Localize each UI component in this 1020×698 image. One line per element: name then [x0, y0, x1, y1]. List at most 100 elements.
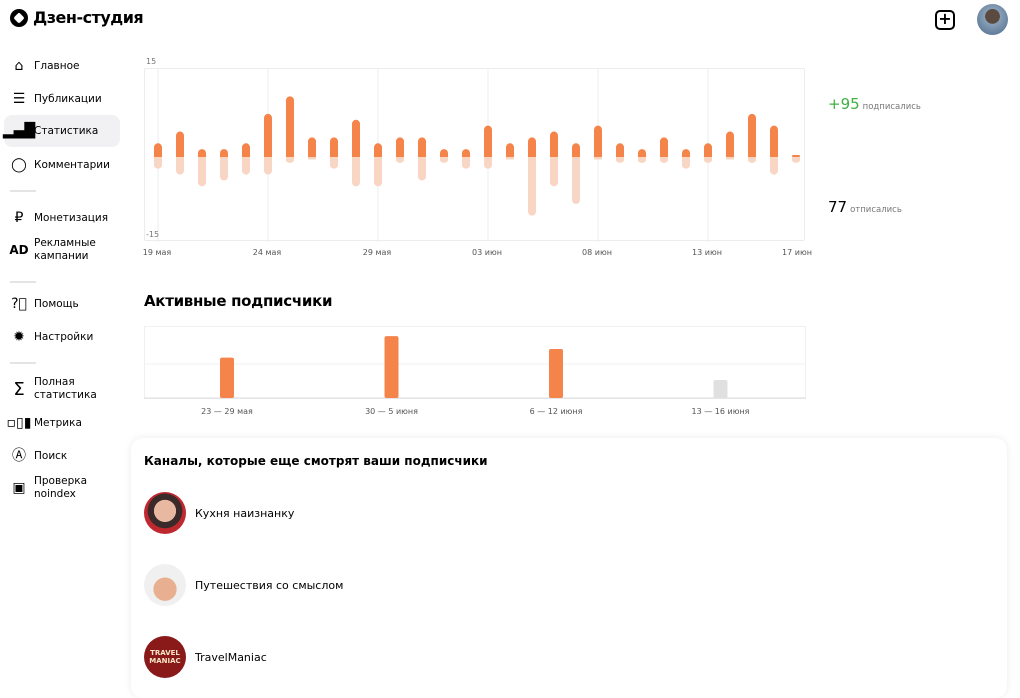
unsubscribed-bar-cap [506, 157, 514, 160]
x-tick-label: 23 — 29 мая [201, 407, 253, 416]
help-icon: ?⃝ [11, 295, 27, 312]
subscribed-bar [484, 125, 492, 157]
unsubscribed-bar-cap [550, 157, 558, 161]
subscribed-bar-base [748, 153, 756, 157]
sidebar-item-search[interactable]: Ⓐ Поиск [4, 446, 120, 466]
ruble-icon: ₽ [14, 209, 24, 226]
subscribed-bar [176, 131, 184, 157]
logo-text: TRAVEL MANIAC [149, 649, 181, 665]
subscribed-bar-base [374, 153, 382, 157]
sidebar-item-comments[interactable]: ◯ Комментарии [4, 155, 120, 175]
sidebar-item-publications[interactable]: ☰ Публикации [4, 89, 120, 109]
unsubscribed-bar [418, 157, 426, 181]
sidebar-item-noindex[interactable]: ▣ Проверка noindex [4, 474, 120, 502]
subscribed-bar-base [154, 153, 162, 157]
label: Монетизация [34, 211, 109, 224]
sidebar-item-metrika[interactable]: ▫▯▮ Метрика [4, 413, 120, 433]
unsubscribed-bar [352, 157, 360, 187]
unsubscribed-bar-cap [330, 157, 338, 161]
unsubscribed-bar [264, 157, 272, 175]
active-subscribers-title: Активные подписчики [144, 292, 333, 310]
subscribed-bar-base [660, 153, 668, 157]
user-avatar[interactable] [977, 4, 1008, 35]
x-tick-label: 24 мая [252, 248, 282, 257]
x-tick-label: 13 июн [692, 248, 722, 257]
unsubscribed-bar-cap [264, 157, 272, 161]
related-channels-title: Каналы, которые еще смотрят ваши подписч… [144, 454, 488, 468]
search-icon: Ⓐ [12, 447, 26, 464]
sidebar-item-monetization[interactable]: ₽ Монетизация [4, 208, 120, 228]
sidebar-item-ads[interactable]: AD Рекламные кампании [4, 236, 120, 264]
unsubscribed-bar [220, 157, 228, 181]
unsubscribed-bar-cap [704, 157, 712, 161]
subscribed-bar-base [572, 153, 580, 157]
unsubscribed-bar [550, 157, 558, 187]
plus-square-icon: + [938, 9, 952, 28]
unsubscribed-bar-cap [484, 157, 492, 161]
bar-chart-icon: ▂▄█ [2, 122, 36, 139]
label: Поиск [34, 449, 68, 462]
unsubscribed-bar [374, 157, 382, 187]
subscribed-bar-base [352, 153, 360, 157]
unsubscribed-bar-cap [660, 157, 668, 161]
subscribed-bar [308, 137, 316, 157]
subscribed-bar-base [726, 153, 734, 157]
label: Метрика [34, 416, 82, 429]
sidebar-item-help[interactable]: ?⃝ Помощь [4, 294, 120, 314]
unsubscribed-bar-cap [154, 157, 162, 161]
subscribed-bar-base [264, 153, 272, 157]
app-logo[interactable]: Дзен-студия [10, 8, 144, 27]
channel-avatar [144, 492, 186, 534]
channel-item[interactable]: Кухня наизнанку [144, 492, 294, 534]
sigma-icon: Σ [13, 378, 25, 400]
divider [10, 190, 36, 192]
grid-frame [144, 326, 806, 399]
sidebar-item-full-stats[interactable]: Σ Полная статистика [4, 375, 120, 403]
unsubscribed-bar-cap [528, 157, 536, 161]
subscribed-bar-base [242, 153, 250, 157]
x-tick-label: 30 — 5 июня [365, 407, 418, 416]
unsubscribed-bar-cap [682, 157, 690, 161]
subscribed-bar-base [528, 153, 536, 157]
subscribed-bar [726, 131, 734, 157]
x-tick-label: 19 мая [142, 248, 172, 257]
sidebar-item-statistics[interactable]: ▂▄█ Статистика [2, 115, 120, 147]
zen-logo-icon [10, 8, 28, 27]
unsubscribed-bar-cap [462, 157, 470, 161]
label: Настройки [34, 330, 94, 343]
unsubscribed-bar [242, 157, 250, 175]
subscribed-bar-base [616, 153, 624, 157]
subscribed-count: +95 [828, 95, 860, 113]
y-tick-label: 15 [146, 57, 157, 66]
home-icon: ⌂ [14, 57, 24, 74]
app-title: Дзен-студия [33, 8, 144, 27]
subscribed-bar-base [308, 153, 316, 157]
active-subscribers-bar [384, 336, 399, 398]
unsubscribed-bar-cap [748, 157, 756, 161]
channel-item[interactable]: TRAVEL MANIAC TravelManiac [144, 636, 267, 678]
subscribed-bar [352, 119, 360, 157]
subscribed-summary: +95 подписались [828, 95, 921, 113]
divider [10, 281, 36, 283]
subscribed-bar-base [286, 153, 294, 157]
subscribed-label: подписались [862, 102, 921, 112]
unsubscribed-bar-cap [286, 157, 294, 161]
channel-name: TravelManiac [195, 650, 267, 664]
channel-item[interactable]: Путешествия со смыслом [144, 564, 343, 606]
unsubscribed-bar-cap [440, 157, 448, 161]
add-publication-button[interactable]: + [935, 10, 955, 30]
label: Полная статистика [34, 376, 97, 401]
subscribed-bar-base [220, 153, 228, 157]
unsubscribed-bar-cap [176, 157, 184, 161]
unsubscribed-bar [528, 157, 536, 216]
unsubscribed-count: 77 [828, 198, 848, 216]
active-subscribers-chart: 23 — 29 мая 30 — 5 июня 6 — 12 июня 13 — 16… [144, 326, 806, 416]
channel-name: Путешествия со смыслом [195, 578, 344, 592]
sidebar-item-home[interactable]: ⌂ Главное [4, 56, 120, 76]
unsubscribed-bar-cap [726, 157, 734, 160]
sidebar-item-settings[interactable]: ✹ Настройки [4, 327, 120, 347]
y-tick-label: -15 [146, 230, 160, 239]
unsubscribed-bar-cap [572, 157, 580, 161]
label: Главное [34, 59, 80, 72]
subscribed-bar-base [440, 153, 448, 157]
